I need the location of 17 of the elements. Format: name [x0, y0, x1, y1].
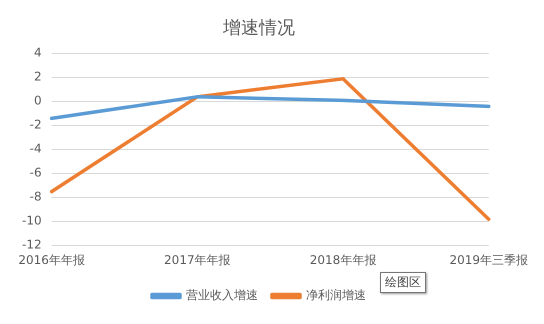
y-tick-label: -10: [22, 214, 42, 228]
y-tick-label: -8: [30, 190, 42, 204]
y-tick-label: 4: [34, 46, 42, 60]
legend-label: 营业收入增速: [186, 288, 258, 302]
x-tick-label: 2017年年报: [164, 252, 231, 267]
y-tick-label: 2: [34, 70, 42, 84]
y-tick-label: -12: [22, 238, 42, 252]
y-tick-label: -6: [30, 166, 42, 180]
chart-title: 增速情况: [222, 17, 295, 38]
x-tick-label: 2016年年报: [18, 252, 85, 267]
text: 绘图区: [380, 272, 426, 293]
x-tick-label: 2018年年报: [310, 252, 376, 267]
x-tick-label: 2019年三季报: [449, 252, 528, 267]
legend-label: 净利润增速: [306, 288, 366, 302]
y-tick-label: -4: [30, 142, 42, 156]
y-tick-label: -2: [30, 118, 42, 132]
y-tick-label: 0: [34, 94, 42, 108]
